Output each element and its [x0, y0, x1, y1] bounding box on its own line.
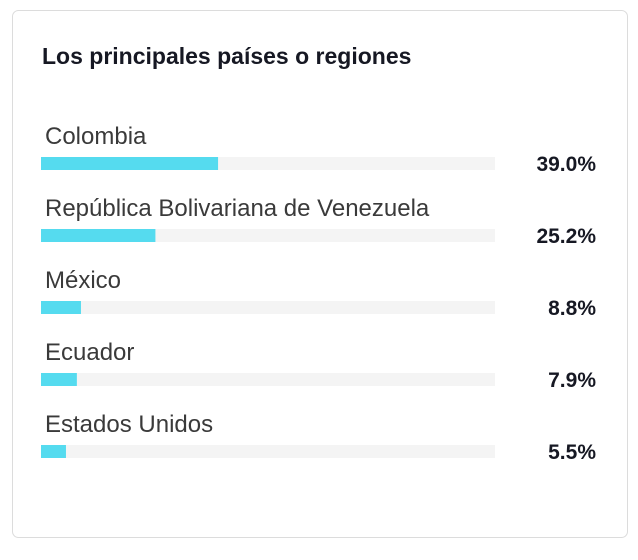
- value-label: 5.5%: [548, 441, 596, 464]
- value-label: 8.8%: [548, 297, 596, 320]
- category-label: México: [45, 267, 121, 294]
- value-label: 25.2%: [536, 225, 596, 248]
- bar: [41, 301, 81, 314]
- value-label: 39.0%: [536, 153, 596, 176]
- bar-track: [41, 445, 495, 458]
- bar: [41, 157, 219, 170]
- card-border: [12, 10, 628, 538]
- chart-title: Los principales países o regiones: [42, 43, 411, 69]
- category-label: Estados Unidos: [45, 411, 213, 438]
- value-label: 7.9%: [548, 369, 596, 392]
- category-label: República Bolivariana de Venezuela: [45, 195, 430, 222]
- category-label: Ecuador: [45, 339, 134, 366]
- bar: [41, 445, 66, 458]
- bar-track: [41, 373, 495, 386]
- bar-track: [41, 301, 495, 314]
- category-label: Colombia: [45, 123, 147, 150]
- bar: [41, 373, 77, 386]
- bar: [41, 229, 156, 242]
